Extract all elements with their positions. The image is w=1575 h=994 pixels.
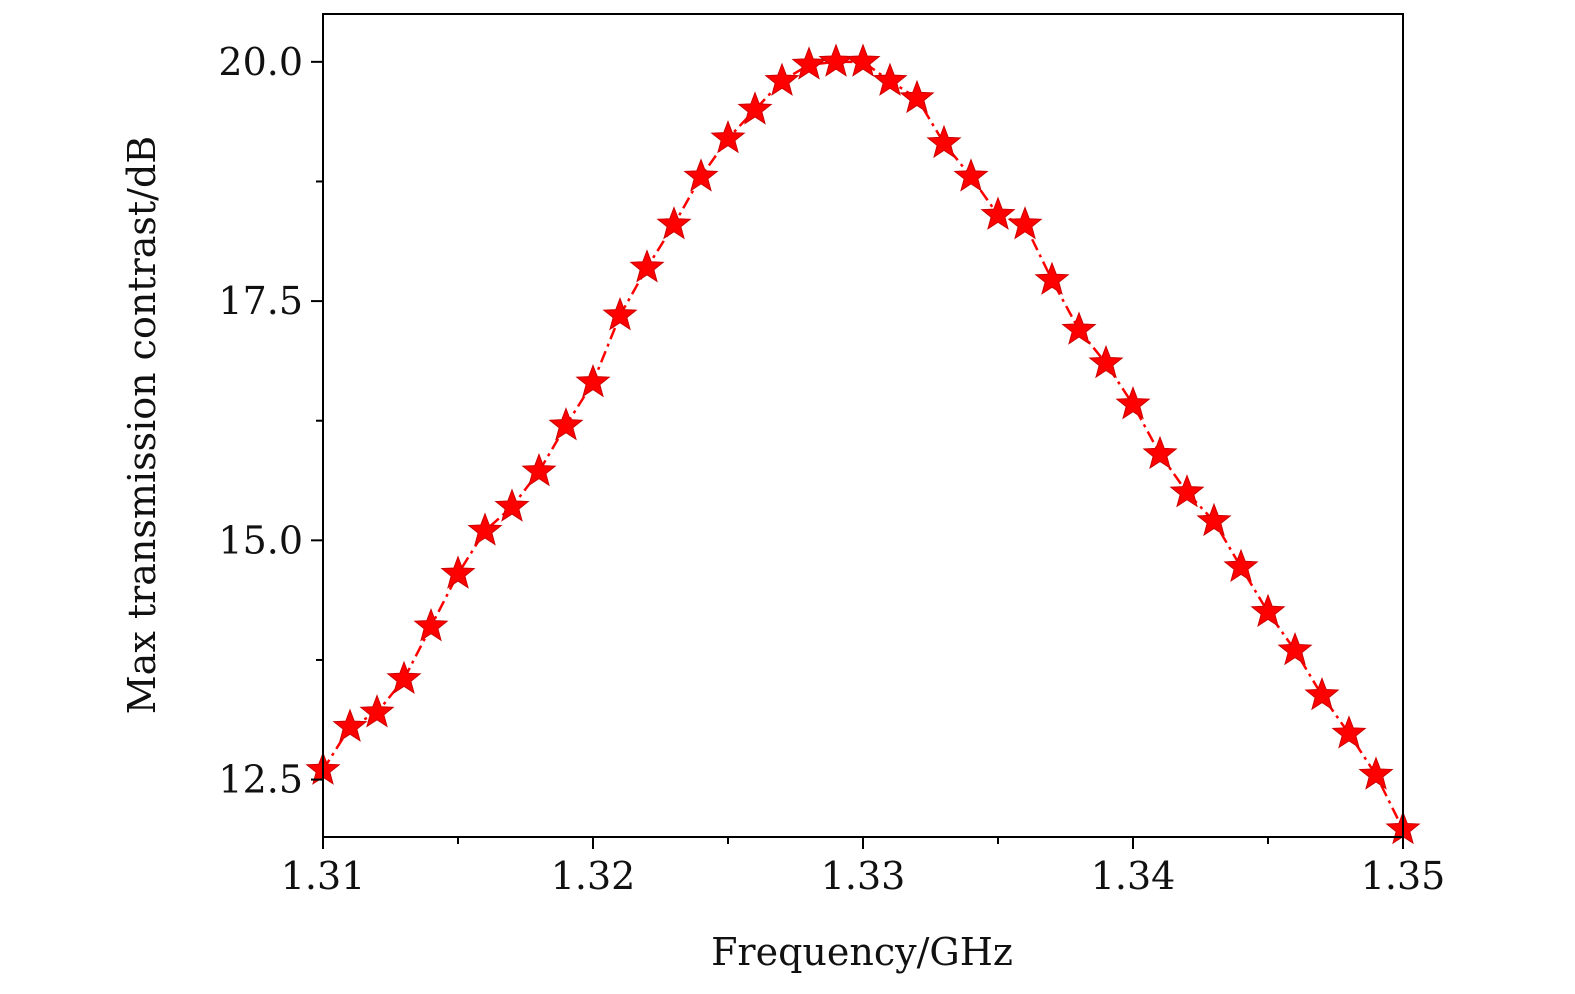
- x-tick-label: 1.31: [281, 854, 366, 898]
- data-point-star: [1169, 474, 1205, 508]
- data-point-star: [683, 158, 719, 192]
- data-point-star: [1277, 631, 1313, 666]
- plot-frame: [322, 13, 1404, 838]
- data-point-star: [1304, 676, 1340, 711]
- data-point-star: [602, 297, 638, 331]
- data-point-star: [818, 43, 854, 77]
- data-point-star: [1142, 435, 1178, 470]
- data-point-star: [548, 407, 584, 441]
- data-point-star: [1358, 756, 1394, 790]
- data-point-star: [413, 608, 449, 642]
- data-point-star: [359, 694, 395, 728]
- x-tick-label: 1.35: [1361, 854, 1446, 898]
- data-point-star: [629, 249, 665, 283]
- y-tick-label: 20.0: [218, 40, 303, 84]
- data-point-star: [440, 555, 476, 589]
- data-point-star: [764, 62, 800, 96]
- data-point-star: [953, 158, 989, 192]
- axes-layer: 1.31 1.32 1.33 1.34 1.35 12.5 15.0 17.5 20.0: [218, 13, 1446, 898]
- data-point-star: [980, 196, 1016, 230]
- data-point-star: [845, 43, 881, 77]
- data-point-star: [1115, 386, 1151, 420]
- y-tick-label: 15.0: [218, 518, 303, 562]
- y-tick-label: 17.5: [218, 279, 303, 323]
- data-point-star: [1250, 593, 1286, 628]
- data-point-star: [899, 79, 935, 114]
- data-point-star: [656, 206, 692, 240]
- x-tick-label: 1.33: [821, 854, 906, 898]
- x-tick-label: 1.34: [1091, 854, 1176, 898]
- data-point-star: [791, 46, 827, 80]
- y-axis-title: Max transmission contrast/dB: [120, 136, 164, 714]
- data-point-star: [1007, 206, 1043, 240]
- data-point-star: [521, 453, 557, 487]
- x-axis-title: Frequency/GHz: [711, 930, 1013, 974]
- data-point-star: [1034, 261, 1070, 295]
- data-point-star: [1196, 502, 1232, 537]
- data-point-star: [737, 91, 773, 125]
- data-point-star: [872, 62, 908, 96]
- series-layer: [305, 43, 1421, 845]
- data-point-star: [1061, 311, 1097, 345]
- data-point-star: [386, 660, 422, 694]
- series-line: [321, 60, 1405, 830]
- data-point-star: [710, 119, 746, 154]
- data-point-star: [1088, 344, 1124, 379]
- data-point-star: [494, 488, 530, 522]
- x-tick-label: 1.32: [551, 854, 636, 898]
- y-tick-label: 12.5: [218, 758, 303, 802]
- data-point-star: [1223, 548, 1259, 583]
- data-point-star: [575, 364, 611, 398]
- data-point-star: [467, 512, 503, 546]
- data-point-star: [332, 708, 368, 742]
- data-point-star: [926, 124, 962, 159]
- data-point-star: [1331, 715, 1367, 749]
